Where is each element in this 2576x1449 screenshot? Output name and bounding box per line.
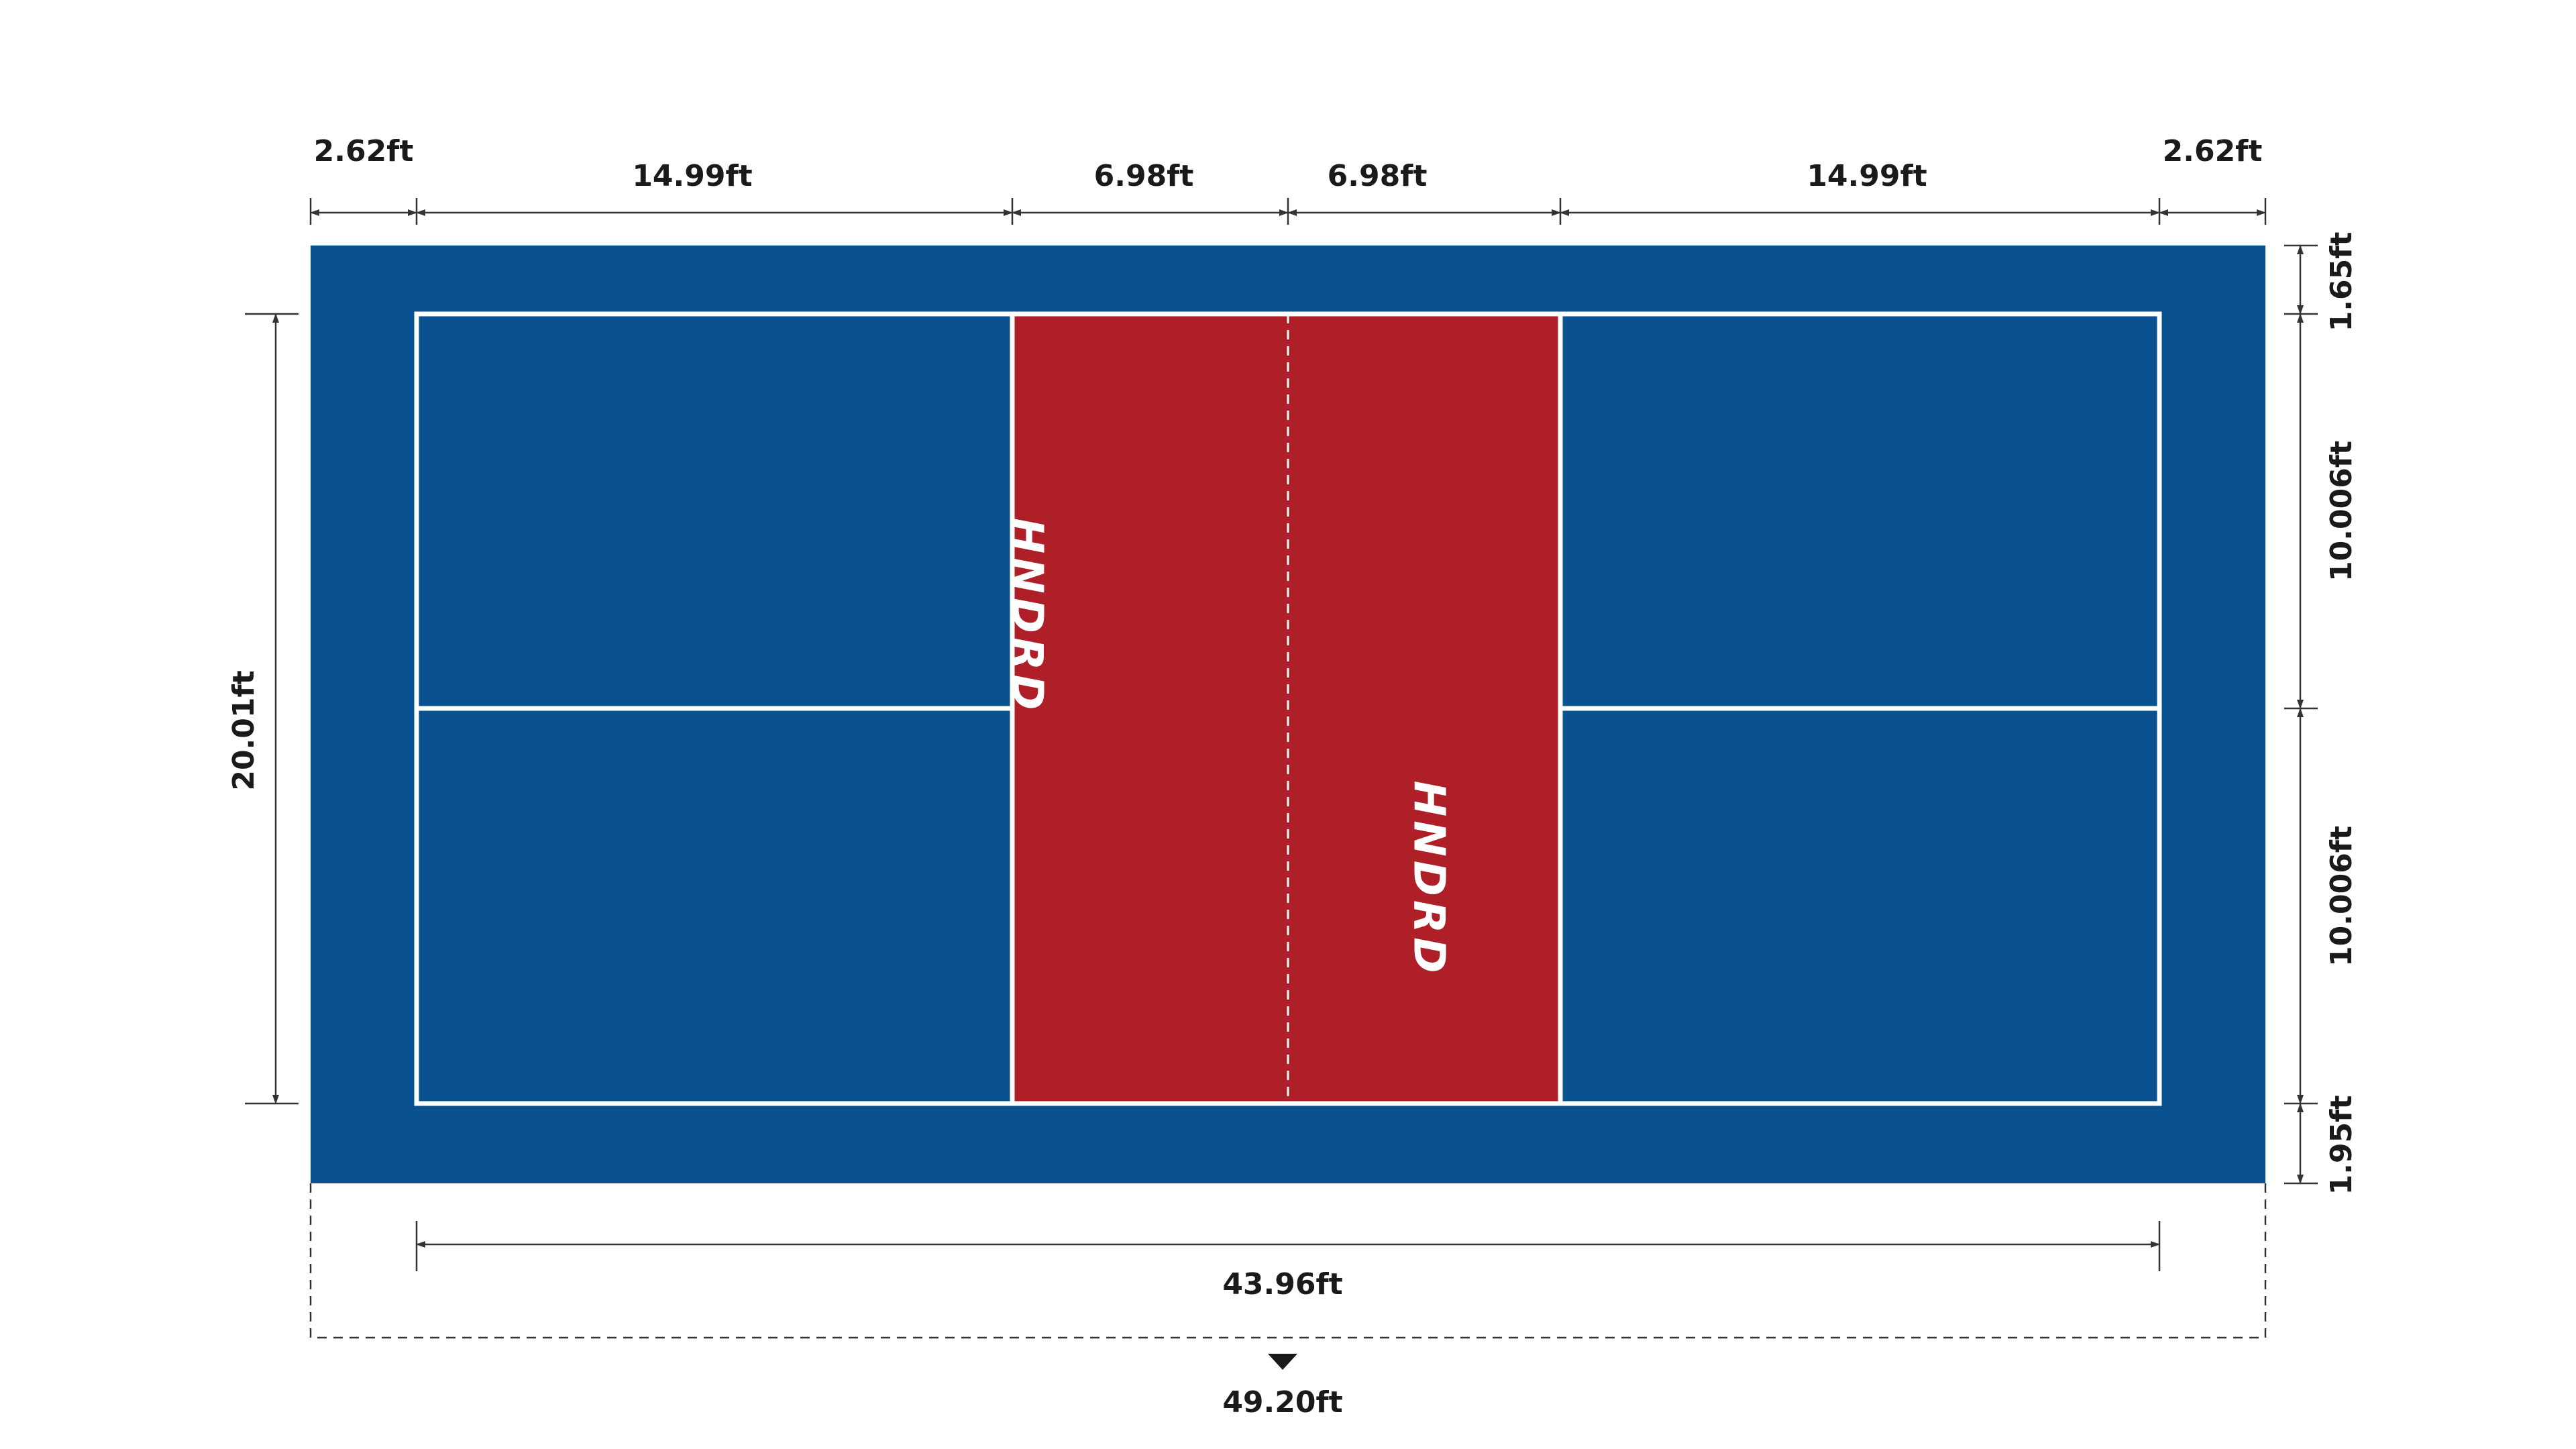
dimension-label: 2.62ft [2163,134,2263,168]
dimension-label: 20.01ft [227,670,261,790]
kitchen [1012,314,1560,1104]
dimension-label: 49.20ft [1222,1385,1342,1419]
bottom-dimension-lines [309,1183,2267,1339]
dimension-label: 14.99ft [1807,159,1927,193]
top-dimension-lines [309,198,2267,225]
logo: HNDRD [1403,781,1453,977]
dimension-label: 10.006ft [2324,441,2359,582]
dimension-label: 6.98ft [1094,159,1194,193]
right-dimension-lines [2284,244,2318,1185]
dimension-label: 14.99ft [632,159,752,193]
dimension-label: 2.62ft [314,134,414,168]
dimension-label: 43.96ft [1222,1267,1342,1301]
dimension-label: 10.006ft [2324,826,2359,967]
dimension-label: 1.95ft [2324,1095,2359,1195]
dimension-label: 6.98ft [1328,159,1428,193]
left-dimension-lines [245,313,299,1105]
dimension-label: 1.65ft [2324,232,2359,332]
logo: HNDRD [1002,518,1052,714]
arrow-icon [1268,1354,1297,1370]
